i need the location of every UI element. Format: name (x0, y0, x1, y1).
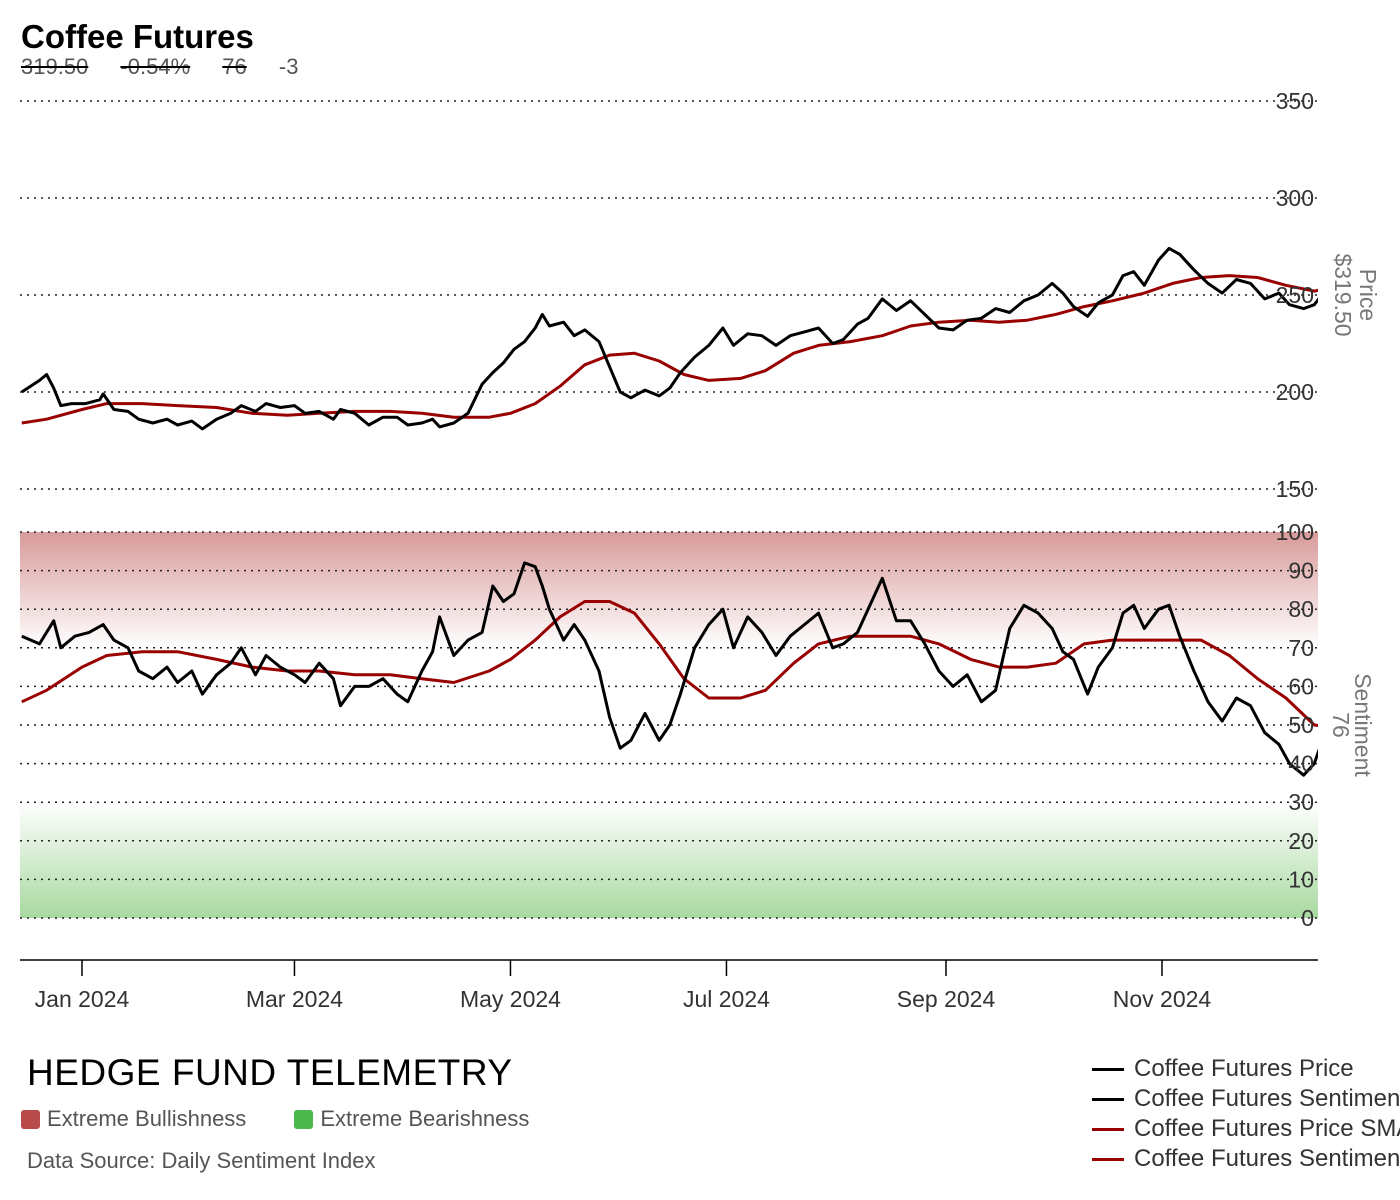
legend-price: Coffee Futures Price (1092, 1054, 1400, 1084)
legend-price-label: Coffee Futures Price (1134, 1055, 1354, 1082)
legend-sentiment-sma: Coffee Futures Sentiment SMA (1092, 1144, 1400, 1174)
legend-sentiment-sma-line (1092, 1157, 1124, 1161)
sentiment-tick-label-90: 90 (1288, 558, 1314, 584)
sentiment-tick-label-40: 40 (1288, 751, 1314, 777)
price-change-pct: -0.54% (120, 54, 191, 79)
legend-sentiment: Coffee Futures Sentiment (1092, 1084, 1400, 1114)
bullish-label: Extreme Bullishness (47, 1106, 247, 1131)
bearish-swatch (294, 1109, 314, 1129)
zone-extreme-bullishness (20, 532, 1318, 648)
chart-svg: 150 200 250 300 350 0 10 20 30 40 50 60 70 80 90 100 Jan… (20, 88, 1381, 1012)
legend-sentiment-label: Coffee Futures Sentiment (1134, 1085, 1400, 1112)
sentiment-tick-label-0: 0 (1301, 905, 1314, 931)
sentiment-axis-title: Sentiment (1350, 673, 1376, 777)
series-price-line (20, 246, 1318, 431)
legend-price-sma-line (1092, 1127, 1124, 1131)
chart-title: Coffee Futures (21, 18, 254, 55)
bearish-label: Extreme Bearishness (320, 1106, 530, 1131)
price-tick-label-250: 250 (1276, 282, 1314, 308)
price-tick-label-350: 350 (1276, 88, 1314, 114)
last-sentiment: 76 (222, 54, 247, 79)
zone-legend: Extreme Bullishness Extreme Bearishness (21, 1106, 577, 1132)
sentiment-tick-label-70: 70 (1288, 635, 1314, 661)
legend-sentiment-sma-label: Coffee Futures Sentiment SMA (1134, 1145, 1400, 1172)
zone-extreme-bearishness (20, 802, 1318, 918)
sentiment-tick-label-80: 80 (1288, 596, 1314, 622)
x-tick-label: Nov 2024 (1113, 986, 1212, 1012)
series-legend: Coffee Futures Price Coffee Futures Sent… (1092, 1054, 1400, 1174)
x-tick-label: Jul 2024 (683, 986, 770, 1012)
sentiment-change: -3 (278, 54, 299, 79)
legend-price-sma-label: Coffee Futures Price SMA (1134, 1115, 1400, 1142)
last-price: 319.50 (21, 54, 89, 79)
price-tick-label-200: 200 (1276, 379, 1314, 405)
legend-price-line (1092, 1067, 1124, 1071)
legend-sentiment-line (1092, 1097, 1124, 1101)
x-tick-label: Mar 2024 (246, 986, 343, 1012)
sentiment-last-value: 76 (1328, 712, 1354, 738)
sentiment-tick-label-60: 60 (1288, 673, 1314, 699)
price-tick-label-150: 150 (1276, 476, 1314, 502)
brand-name: HEDGE FUND TELEMETRY (27, 1052, 513, 1093)
sentiment-tick-label-20: 20 (1288, 828, 1314, 854)
price-tick-label-300: 300 (1276, 185, 1314, 211)
series-group (20, 246, 1318, 777)
sentiment-tick-label-30: 30 (1288, 789, 1314, 815)
zone-legend-bearish: Extreme Bearishness (294, 1106, 529, 1132)
sentiment-tick-label-100: 100 (1276, 519, 1314, 545)
header-stats: 319.50 -0.54% 76 -3 (21, 54, 324, 80)
series-price-sma-line (21, 274, 1318, 425)
sentiment-tick-label-50: 50 (1288, 712, 1314, 738)
price-axis-title: Price (1355, 269, 1381, 321)
price-last-value: $319.50 (1330, 253, 1356, 336)
zone-legend-bullish: Extreme Bullishness (21, 1106, 246, 1132)
series-sentiment-line (21, 561, 1318, 777)
x-tick-label: Jan 2024 (35, 986, 130, 1012)
sentiment-tick-label-10: 10 (1288, 866, 1314, 892)
series-sentiment-sma-line (21, 600, 1318, 728)
data-source: Data Source: Daily Sentiment Index (27, 1148, 376, 1173)
bullish-swatch (21, 1109, 40, 1129)
x-tick-label: May 2024 (460, 986, 561, 1012)
legend-price-sma: Coffee Futures Price SMA (1092, 1114, 1400, 1144)
x-tick-label: Sep 2024 (897, 986, 996, 1012)
